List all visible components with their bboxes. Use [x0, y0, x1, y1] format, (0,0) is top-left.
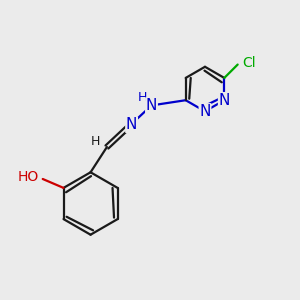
Text: N: N	[219, 93, 230, 108]
Text: N: N	[199, 104, 211, 119]
Text: H: H	[138, 91, 147, 103]
Text: Cl: Cl	[242, 56, 256, 70]
Text: H: H	[91, 135, 100, 148]
Text: N: N	[126, 117, 137, 132]
Text: HO: HO	[18, 170, 39, 184]
Text: N: N	[146, 98, 157, 113]
